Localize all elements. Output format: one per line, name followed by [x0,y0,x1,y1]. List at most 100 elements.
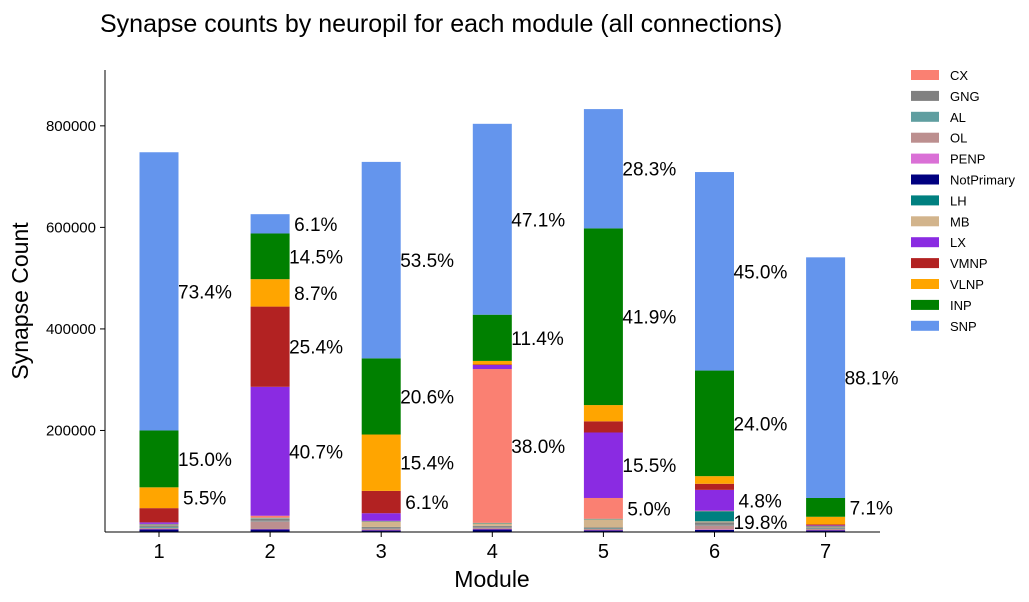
bar-segment-al-module-1 [139,526,179,528]
bar-segment-penp-module-4 [472,528,512,530]
chart-title: Synapse counts by neuropil for each modu… [100,10,782,38]
bar-segment-vmnp-module-5 [583,421,623,433]
bar-segment-al-module-2 [250,520,290,522]
bar-segment-lh-module-2 [250,517,290,519]
bar-segment-ol-module-4 [472,527,512,529]
bar-segment-vmnp-module-6 [695,483,734,490]
bar-segment-gng-module-4 [472,525,512,527]
bar-segment-gng-module-5 [583,527,623,529]
bar-segment-cx-module-7 [806,525,846,527]
y-tick-label: 600000 [46,219,96,236]
percent-label: 5.0% [627,499,670,520]
percent-label: 6.1% [294,215,337,236]
bar-segment-cx-module-6 [695,510,734,512]
bar-segment-vmnp-module-4 [472,364,512,365]
bar-segment-cx-module-2 [250,515,290,518]
bar-segment-notprimary-module-6 [695,529,734,532]
bar-segment-ol-module-5 [583,528,623,530]
bar-segment-penp-module-3 [361,529,401,531]
bar-segment-ol-module-1 [139,527,179,529]
bar-segment-inp-module-6 [695,370,734,477]
legend-swatch-vmnp [911,258,939,269]
percent-label: 40.7% [289,442,343,463]
bar-segment-snp-module-2 [250,214,290,234]
percent-label: 20.6% [400,387,454,408]
bar-segment-cx-module-5 [583,497,623,519]
x-tick-label: 1 [153,541,164,563]
percent-label: 5.5% [183,489,226,510]
legend-swatch-mb [911,216,939,227]
legend-label-penp: PENP [950,152,985,167]
x-axis-label: Module [454,566,529,592]
bar-segment-penp-module-5 [583,529,623,531]
bar-segment-ol-module-6 [695,525,734,530]
bar-segment-gng-module-7 [806,527,846,529]
legend-swatch-inp [911,299,939,310]
x-tick-label: 5 [598,541,609,563]
bar-segment-al-module-3 [361,527,401,529]
bar-segment-mb-module-2 [250,518,290,519]
bar-segment-notprimary-module-2 [250,529,290,532]
bar-segment-al-module-4 [472,526,512,528]
bar-segment-snp-module-4 [472,123,512,315]
percent-label: 88.1% [845,369,899,390]
legend-swatch-vlnp [911,279,939,289]
bar-segment-inp-module-3 [361,358,401,435]
bar-segment-al-module-6 [695,524,734,526]
bar-segment-penp-module-2 [250,528,290,530]
y-tick-label: 800000 [46,118,96,135]
legend-label-vlnp: VLNP [950,277,984,292]
legend-label-inp: INP [950,298,972,313]
bar-segment-lx-module-4 [472,364,512,370]
bar-segment-vmnp-module-3 [361,490,401,514]
bar-segment-cx-module-3 [361,520,401,522]
bar-segment-vlnp-module-4 [472,360,512,365]
legend-swatch-lh [911,195,939,206]
legend-label-cx: CX [950,68,968,83]
percent-label: 6.1% [405,493,448,514]
bar-segment-penp-module-7 [806,529,846,531]
bar-segment-inp-module-2 [250,233,290,280]
legend-label-al: AL [950,110,966,125]
bar-segment-al-module-5 [583,528,623,529]
bar-segment-mb-module-5 [583,519,623,528]
bar-segment-snp-module-3 [361,161,401,359]
percent-label: 73.4% [178,282,232,303]
bar-segment-notprimary-module-7 [806,530,846,532]
percent-label: 8.7% [294,284,337,305]
bar-segment-cx-module-4 [472,369,512,523]
bar-segment-snp-module-1 [139,152,179,431]
legend-swatch-gng [911,90,939,101]
legend-label-snp: SNP [950,319,977,334]
legend-swatch-penp [911,153,939,164]
percent-label: 15.5% [622,456,676,477]
legend-swatch-cx [911,70,939,80]
percent-label: 19.8% [734,513,788,534]
percent-label: 25.4% [289,338,343,359]
bar-segment-mb-module-1 [139,524,179,526]
bar-segment-inp-module-7 [806,497,846,517]
bar-segment-vlnp-module-5 [583,405,623,422]
percent-label: 24.0% [734,414,788,435]
percent-label: 15.0% [178,450,232,471]
bar-segment-ol-module-2 [250,521,290,529]
legend-label-notprimary: NotPrimary [950,173,1016,188]
percent-label: 47.1% [511,210,565,231]
bar-segment-mb-module-4 [472,523,512,526]
bar-segment-penp-module-1 [139,528,179,530]
percent-label: 11.4% [511,329,564,350]
bar-segment-lh-module-1 [139,524,179,525]
bar-segment-notprimary-module-5 [583,530,623,532]
bar-segment-al-module-7 [806,528,846,529]
legend-swatch-ol [911,132,939,143]
percent-label: 38.0% [511,437,565,458]
bar-segment-lh-module-7 [806,526,846,527]
bar-segment-mb-module-6 [695,521,734,523]
x-tick-label: 7 [820,541,831,563]
legend-label-gng: GNG [950,89,980,104]
legend-swatch-notprimary [911,174,939,185]
percent-label: 15.4% [400,454,454,475]
bar-segment-inp-module-1 [139,430,179,488]
legend-swatch-lx [911,237,939,248]
bar-segment-penp-module-6 [695,529,734,530]
